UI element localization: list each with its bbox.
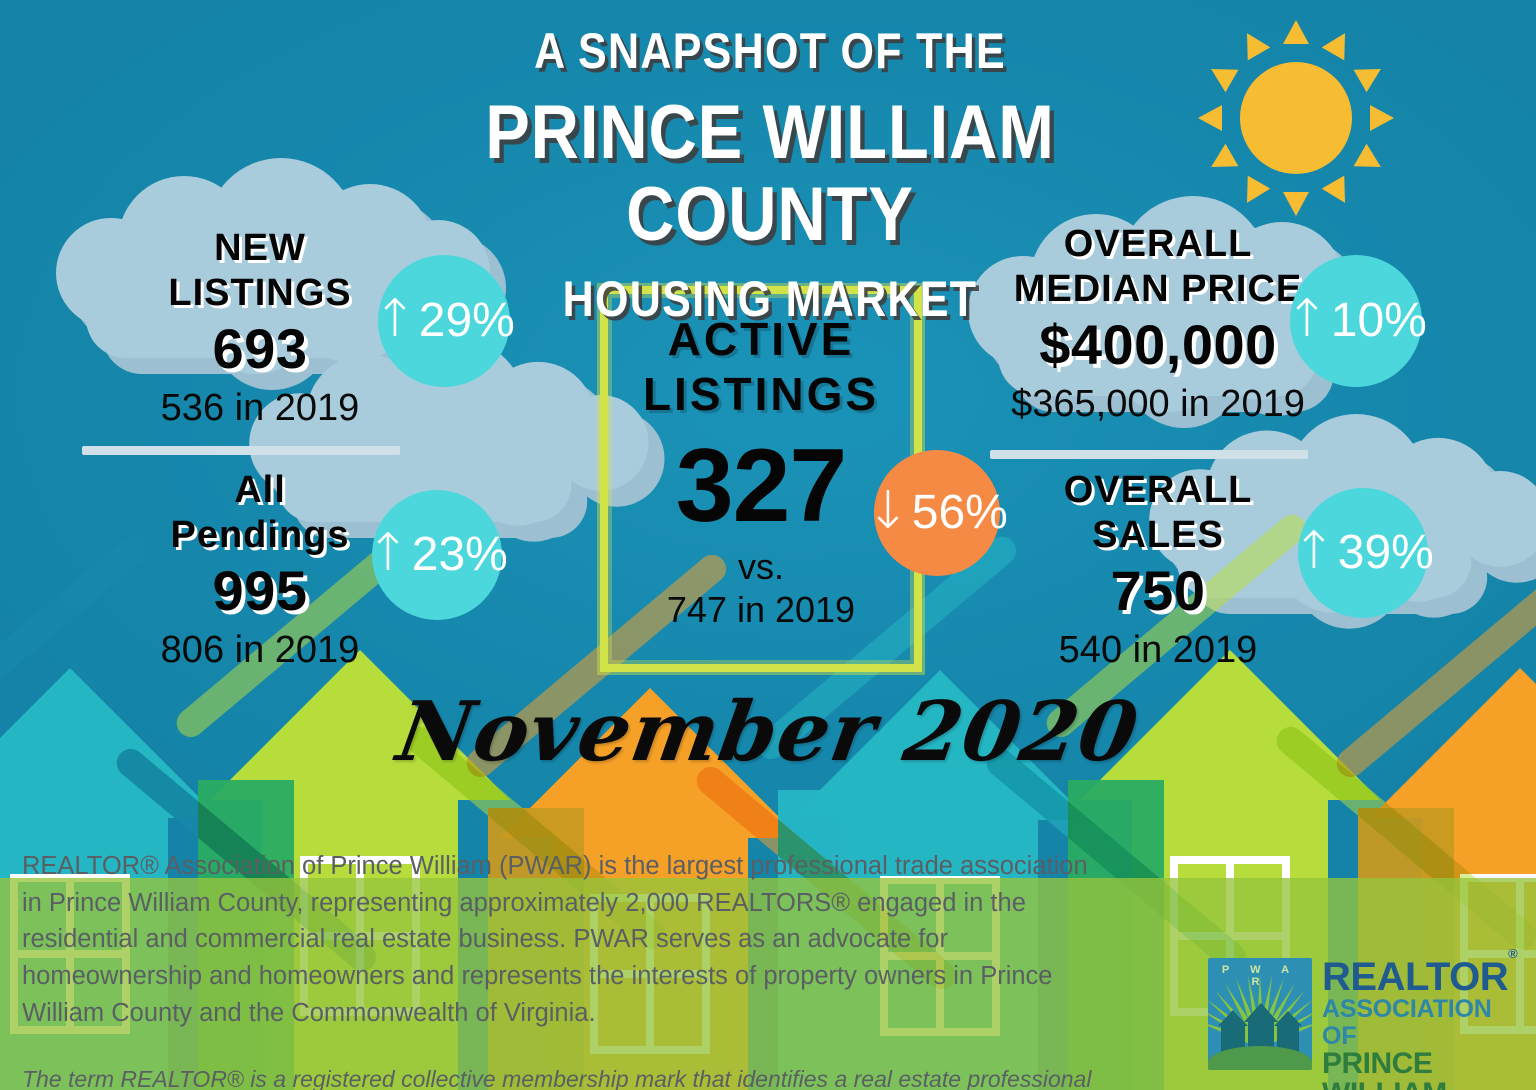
stat-previous: 540 in 2019 xyxy=(1058,628,1258,671)
arrow-up-icon: ↑ xyxy=(1285,289,1329,349)
featured-previous: 747 in 2019 xyxy=(666,588,856,630)
stat-previous: 536 in 2019 xyxy=(160,386,360,429)
arrow-up-icon: ↑ xyxy=(1292,521,1336,581)
pwar-logo[interactable]: P W A R REALTOR® ASSOCIATION OF PRINCE W… xyxy=(1208,945,1524,1090)
sun-ray xyxy=(1283,192,1309,216)
sun-ray xyxy=(1370,105,1394,131)
stat-value: $400,000 xyxy=(1039,312,1277,376)
logo-hill xyxy=(1208,1046,1312,1070)
disclaimer-paragraph-2: The term REALTOR® is a registered collec… xyxy=(22,1065,1092,1090)
sun-ray xyxy=(1235,26,1271,61)
title-line-3: HOUSING MARKET xyxy=(562,271,978,328)
featured-label-line2: LISTINGS xyxy=(642,368,880,421)
change-percent: 23% xyxy=(411,528,508,581)
stat-overall-sales: OVERALL SALES 750 540 in 2019 xyxy=(958,468,1358,675)
sun-ray xyxy=(1283,20,1309,44)
change-bubble-median-price: ↑ 10% xyxy=(1285,255,1427,387)
featured-active-listings: ACTIVE LISTINGS 327 vs. 747 in 2019 xyxy=(600,286,922,672)
change-bubble-active-listings: ↓ 56% xyxy=(866,450,1008,576)
sun-ray xyxy=(1235,175,1271,210)
stat-label-line1: OVERALL xyxy=(1063,223,1253,265)
stat-label-line1: NEW xyxy=(214,227,306,269)
registered-mark: ® xyxy=(1508,945,1518,961)
title-line-2: PRINCE WILLIAM COUNTY xyxy=(485,90,1055,258)
arrow-down-icon: ↓ xyxy=(866,481,910,541)
sun-ray xyxy=(1353,57,1388,93)
stat-new-listings: NEW LISTINGS 693 536 in 2019 xyxy=(60,226,460,433)
month-label: November 2020 xyxy=(391,684,1145,780)
stat-label-line2: MEDIAN PRICE xyxy=(1013,267,1303,310)
stat-label-line2: LISTINGS xyxy=(168,271,352,314)
stat-label-line1: OVERALL xyxy=(1063,469,1253,511)
arrow-up-icon: ↑ xyxy=(366,523,410,583)
page-title: A SNAPSHOT OF THE PRINCE WILLIAM COUNTY … xyxy=(300,22,1240,328)
stat-label-line2: SALES xyxy=(1092,513,1224,556)
change-percent: 56% xyxy=(911,486,1008,539)
change-bubble-new-listings: ↑ 29% xyxy=(373,255,515,387)
logo-pwar-letters: P W A R xyxy=(1221,964,1299,988)
stat-all-pendings: All Pendings 995 806 in 2019 xyxy=(60,468,460,675)
divider-left xyxy=(82,446,400,455)
stat-previous: 806 in 2019 xyxy=(160,628,360,671)
stat-value: 750 xyxy=(1110,558,1206,622)
change-bubble-overall-sales: ↑ 39% xyxy=(1292,488,1434,618)
featured-value: 327 xyxy=(675,428,848,545)
stat-overall-median-price: OVERALL MEDIAN PRICE $400,000 $365,000 i… xyxy=(958,222,1358,429)
sun-ray xyxy=(1321,26,1357,61)
stat-label-line2: Pendings xyxy=(170,513,350,556)
logo-line-prince-william: PRINCE WILLIAM xyxy=(1322,1046,1447,1090)
change-percent: 10% xyxy=(1330,294,1427,347)
logo-line-association: ASSOCIATION OF xyxy=(1322,995,1492,1050)
logo-line-realtor: REALTOR® xyxy=(1322,945,1518,999)
change-percent: 39% xyxy=(1337,526,1434,579)
disclaimer-block: REALTOR® Association of Prince William (… xyxy=(22,848,1112,1090)
sun-core xyxy=(1240,62,1352,174)
stat-label-line1: All xyxy=(234,469,286,511)
title-line-1: A SNAPSHOT OF THE xyxy=(534,23,1006,79)
logo-wordmark: REALTOR® ASSOCIATION OF PRINCE WILLIAM Y… xyxy=(1322,945,1524,1090)
disclaimer-paragraph-1: REALTOR® Association of Prince William (… xyxy=(22,852,1088,1027)
sun-icon xyxy=(1196,18,1396,218)
divider-right xyxy=(990,450,1308,459)
stat-previous: $365,000 in 2019 xyxy=(1011,382,1305,425)
featured-vs: vs. xyxy=(737,545,784,587)
stat-value: 995 xyxy=(212,558,308,622)
arrow-up-icon: ↑ xyxy=(373,289,417,349)
featured-content: ACTIVE LISTINGS 327 vs. 747 in 2019 xyxy=(600,286,922,672)
sun-ray xyxy=(1321,175,1357,210)
stat-value: 693 xyxy=(212,316,308,380)
sun-ray xyxy=(1353,143,1388,179)
change-percent: 29% xyxy=(418,294,515,347)
logo-mark-icon: P W A R xyxy=(1208,958,1312,1070)
featured-label-line1: ACTIVE xyxy=(667,313,855,365)
change-bubble-all-pendings: ↑ 23% xyxy=(366,490,508,620)
